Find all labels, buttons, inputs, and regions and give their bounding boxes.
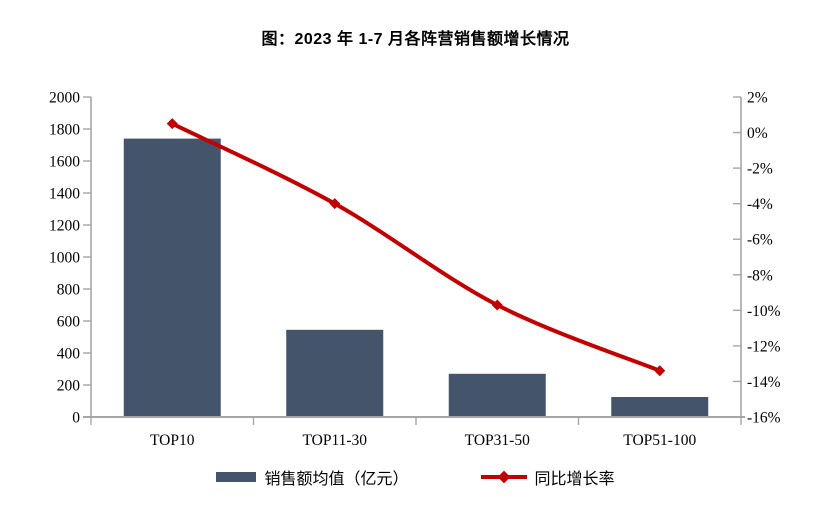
right-axis-tick-label: -2%	[747, 161, 773, 178]
category-label-TOP11-30: TOP11-30	[302, 432, 367, 449]
left-axis-tick-label: 0	[72, 410, 80, 427]
left-axis-tick-label: 1000	[49, 250, 80, 267]
left-axis-tick-label: 800	[57, 282, 81, 299]
diamond-marker-TOP51-100	[654, 365, 666, 377]
left-axis-tick-label: 400	[57, 346, 81, 363]
left-axis-tick-label: 1600	[49, 154, 80, 171]
right-axis-tick-label: -8%	[747, 267, 773, 284]
chart-legend: 销售额均值（亿元） 同比增长率	[0, 465, 831, 489]
right-axis-tick-label: -14%	[747, 374, 781, 391]
right-axis-tick-label: -4%	[747, 196, 773, 213]
line-series-diamond-swatch-icon	[480, 475, 527, 479]
right-axis-tick-label: -10%	[747, 303, 781, 320]
legend-item-sales: 销售额均值（亿元）	[216, 465, 409, 489]
right-axis-tick-label: -12%	[747, 338, 781, 355]
diamond-marker-TOP10	[166, 118, 178, 130]
diamond-marker-TOP11-30	[329, 198, 341, 210]
legend-label-growth: 同比增长率	[534, 471, 615, 488]
bar-TOP11-30	[286, 329, 384, 417]
combo-bar-line-chart: 0 200 400 600 800 1000 1200 1400 1600 1800 2000 2% 0…	[49, 90, 781, 450]
category-label-TOP31-50: TOP31-50	[465, 432, 530, 449]
right-axis-tick-label: -16%	[747, 410, 781, 427]
category-label-TOP51-100: TOP51-100	[623, 432, 696, 449]
left-axis-tick-label: 1400	[49, 186, 80, 203]
left-axis-tick-label: 1800	[49, 122, 80, 139]
growth-line-series	[170, 121, 662, 373]
right-axis-tick-label: -6%	[747, 232, 773, 249]
legend-item-growth: 同比增长率	[480, 465, 615, 489]
bar-TOP31-50	[448, 373, 546, 417]
right-axis-tick-label: 0%	[747, 125, 768, 142]
bar-TOP51-100	[611, 397, 709, 417]
bar-TOP10	[123, 138, 221, 417]
legend-label-sales: 销售额均值（亿元）	[264, 471, 409, 488]
diamond-marker-TOP31-50	[491, 299, 503, 311]
category-label-TOP10: TOP10	[150, 432, 195, 449]
left-axis-tick-label: 600	[57, 314, 81, 331]
left-axis-tick-label: 1200	[49, 218, 80, 235]
left-axis-tick-label: 200	[57, 378, 81, 395]
right-axis-tick-label: 2%	[747, 90, 768, 107]
bar-series-swatch-icon	[216, 472, 257, 482]
left-axis-tick-label: 2000	[49, 90, 80, 107]
chart-title: 图：2023 年 1-7 月各阵营销售额增长情况	[261, 31, 570, 48]
